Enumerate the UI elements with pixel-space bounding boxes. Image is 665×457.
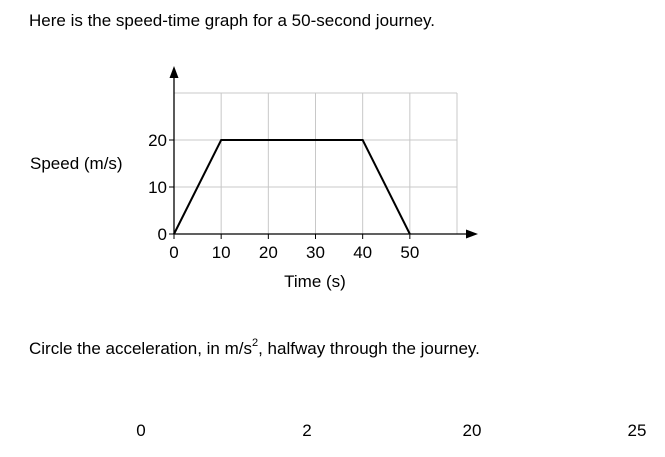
speed-time-chart: 0 10 20 30 40 50 0 10 20 Speed (m/s) Time (s) [30,66,478,291]
question-superscript: 2 [251,337,259,349]
chart-series [173,139,411,235]
x-tick-label: 50 [400,243,419,262]
answer-option-20[interactable]: 20 [462,421,482,440]
x-tick-label: 40 [353,243,372,262]
y-axis-arrow-icon [169,66,179,78]
speed-series-line [173,139,411,235]
question-text-start: Circle the acceleration, in m/s [29,339,252,358]
y-tick-label: 10 [148,178,167,197]
question-text: Circle the acceleration, in m/s2, halfwa… [29,337,480,359]
answer-option-2[interactable]: 2 [302,421,312,440]
answer-option-25[interactable]: 25 [627,421,647,440]
y-tick-label: 0 [158,225,167,244]
chart-grid [174,92,458,234]
answer-options: 0 2 20 25 [0,421,665,445]
x-tick-label: 20 [259,243,278,262]
x-axis-arrow-icon [466,229,478,239]
y-axis-label: Speed (m/s) [30,154,123,173]
x-axis-label: Time (s) [284,272,346,291]
chart-axes [169,66,478,239]
x-tick-label: 10 [212,243,231,262]
answer-option-0[interactable]: 0 [136,421,146,440]
question-text-end: , halfway through the journey. [258,339,480,358]
chart-ticks: 0 10 20 30 40 50 0 10 20 [148,131,419,262]
y-tick-label: 20 [148,131,167,150]
intro-text: Here is the speed-time graph for a 50-se… [29,11,436,30]
x-tick-label: 30 [306,243,325,262]
x-tick-label: 0 [169,243,178,262]
